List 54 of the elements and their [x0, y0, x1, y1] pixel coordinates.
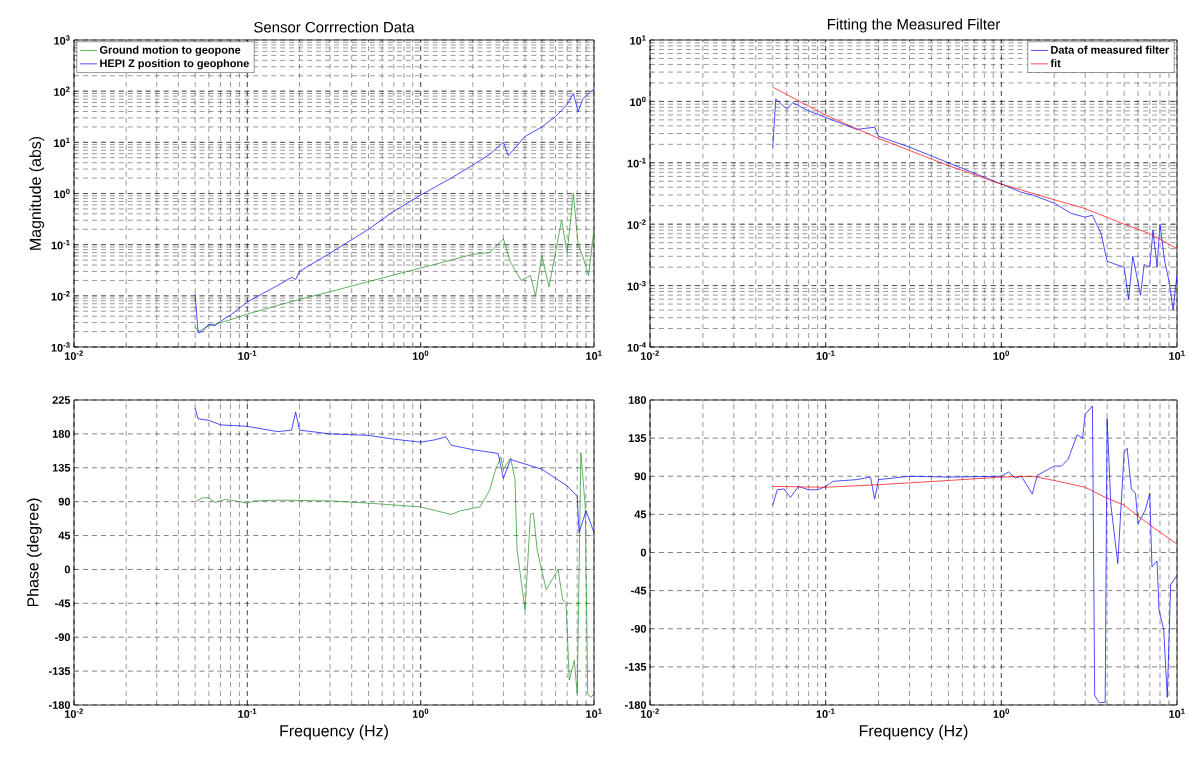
x-tick-label: 10$^{-1}$	[238, 708, 257, 718]
y-tick-label: 10$^{0}$	[630, 96, 646, 107]
y-tick-label: 10$^{-4}$	[627, 342, 646, 352]
x-tick-label: 10$^{0}$	[412, 708, 429, 718]
y-tick-label: 0	[640, 548, 647, 557]
y-tick-label: 10$^{2}$	[54, 86, 70, 96]
y-tick-label: 45	[634, 510, 647, 519]
y-tick-label: 10$^{1}$	[54, 137, 70, 147]
x-axis-title: Frequency (Hz)	[280, 724, 388, 740]
y-tick-label: -45	[55, 599, 71, 608]
x-tick-label: 10$^{-1}$	[816, 708, 835, 718]
y-tick-label: 10$^{-1}$	[627, 158, 646, 168]
y-tick-label: 10$^{-1}$	[51, 239, 70, 250]
y-tick-label: 180	[628, 396, 647, 404]
y-tick-label: 180	[52, 430, 71, 438]
y-tick-label: -90	[55, 633, 71, 642]
y-tick-label: 90	[634, 472, 647, 481]
x-tick-label: 10$^{0}$	[412, 350, 429, 360]
y-tick-label: -180	[48, 701, 71, 709]
legend-label: Ground motion to geopone	[99, 45, 241, 56]
y-tick-label: 10$^{0}$	[54, 188, 70, 199]
x-tick-label: 10$^{1}$	[1169, 350, 1185, 360]
legend-label: fit	[1050, 59, 1061, 68]
y-tick-label: 90	[58, 497, 71, 506]
y-tick-label: 10$^{-3}$	[627, 280, 646, 291]
y-tick-label: -45	[631, 586, 647, 595]
y-tick-label: -90	[631, 624, 647, 633]
x-tick-label: 10$^{1}$	[586, 350, 602, 360]
x-tick-label: 10$^{-1}$	[816, 350, 835, 360]
y-tick-label: 45	[58, 531, 71, 540]
y-tick-label: 10$^{3}$	[54, 35, 70, 45]
y-axis-title: Magnitude (abs)	[29, 136, 45, 250]
chart-title: Fitting the Measured Filter	[827, 18, 1001, 33]
x-tick-label: 10$^{1}$	[586, 708, 602, 718]
y-tick-label: -135	[624, 663, 647, 671]
x-axis-title: Frequency (Hz)	[859, 724, 968, 740]
y-tick-label: 135	[628, 434, 647, 443]
y-tick-label: 10$^{-2}$	[627, 219, 646, 229]
y-tick-label: 10$^{-2}$	[51, 291, 70, 301]
x-tick-label: 10$^{-1}$	[238, 350, 257, 360]
y-tick-label: 10$^{-3}$	[51, 342, 70, 352]
y-tick-label: 135	[52, 463, 71, 472]
y-tick-label: 0	[64, 565, 71, 574]
x-tick-label: 10$^{1}$	[1169, 708, 1185, 718]
y-axis-title: Phase (degree)	[26, 498, 42, 607]
y-tick-label: 10$^{1}$	[630, 35, 646, 45]
chart-title: Sensor Corrrection Data	[254, 21, 415, 33]
legend-label: Data of measured filter	[1051, 45, 1170, 54]
y-tick-label: 225	[52, 396, 71, 404]
y-tick-label: -135	[48, 667, 71, 675]
legend-label: HEPI Z position to geophone	[100, 59, 249, 70]
x-tick-label: 10$^{0}$	[993, 350, 1010, 360]
x-tick-label: 10$^{0}$	[993, 708, 1010, 718]
y-tick-label: -180	[624, 701, 647, 709]
